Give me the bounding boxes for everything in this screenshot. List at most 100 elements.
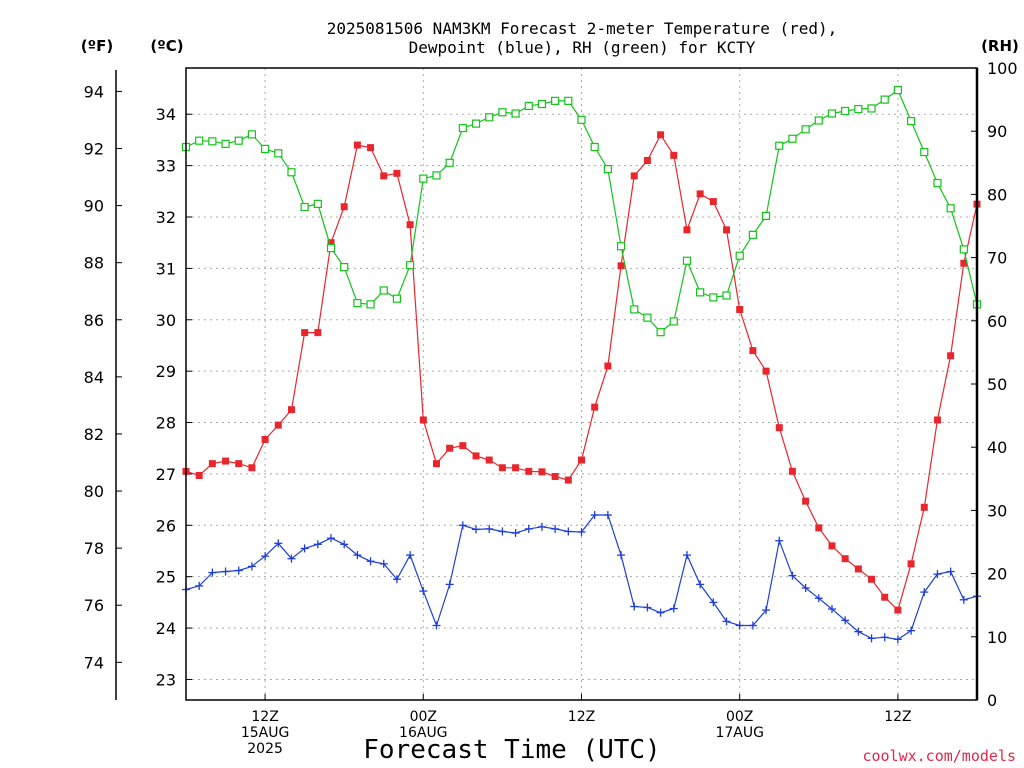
data-point xyxy=(669,317,678,326)
c-tick-label: 24 xyxy=(156,619,176,638)
data-point xyxy=(723,226,731,234)
data-point xyxy=(432,171,441,180)
data-point xyxy=(881,593,889,601)
data-point xyxy=(841,616,850,625)
data-point xyxy=(748,230,757,239)
data-point xyxy=(247,130,257,139)
data-point xyxy=(722,617,731,626)
data-point xyxy=(406,261,415,270)
x-tick-label: 00Z xyxy=(726,709,753,725)
data-point xyxy=(656,608,665,617)
data-point xyxy=(366,300,375,309)
data-point xyxy=(222,457,230,465)
c-tick-label: 26 xyxy=(156,516,176,535)
data-point xyxy=(472,452,480,460)
data-point xyxy=(630,305,639,314)
data-point xyxy=(511,109,520,118)
data-point xyxy=(300,202,309,212)
data-point xyxy=(458,123,467,133)
credit-link[interactable]: coolwx.com/models xyxy=(862,747,1016,765)
fahrenheit-unit-label: (ºF) xyxy=(81,37,113,55)
x-tick-label: 12Z xyxy=(568,709,595,725)
data-point xyxy=(551,472,559,480)
data-point xyxy=(472,525,481,534)
c-tick-label: 31 xyxy=(156,259,176,278)
f-tick-label: 90 xyxy=(84,197,104,216)
data-point xyxy=(880,633,889,642)
data-point xyxy=(221,567,230,576)
data-point xyxy=(630,602,639,611)
data-point xyxy=(564,476,572,484)
data-point xyxy=(815,524,823,532)
f-tick-label: 94 xyxy=(84,82,104,101)
x-tick-label: 16AUG xyxy=(399,725,448,741)
f-tick-label: 88 xyxy=(84,254,104,273)
data-point xyxy=(327,534,336,543)
data-point xyxy=(379,559,388,568)
data-point xyxy=(920,503,928,511)
c-tick-label: 23 xyxy=(156,670,176,689)
data-point xyxy=(827,605,836,614)
data-point xyxy=(340,203,348,211)
f-tick-label: 84 xyxy=(84,368,104,387)
data-point xyxy=(683,226,691,234)
data-point xyxy=(195,581,204,590)
data-point xyxy=(498,108,507,117)
data-point xyxy=(854,627,863,636)
c-tick-label: 34 xyxy=(156,105,176,124)
data-point xyxy=(880,95,889,104)
data-point xyxy=(419,416,427,424)
data-point xyxy=(749,347,757,355)
data-point xyxy=(696,580,705,589)
data-point xyxy=(735,621,744,630)
data-point xyxy=(801,583,810,592)
data-point xyxy=(709,598,718,607)
data-point xyxy=(485,524,494,533)
c-tick-label: 28 xyxy=(156,414,176,433)
data-point xyxy=(682,256,692,265)
data-point xyxy=(959,245,968,254)
f-tick-label: 76 xyxy=(84,596,104,615)
celsius-axis: 23 24 25 26 27 28 29 30 31 32 33 34 xyxy=(156,105,192,689)
data-point xyxy=(906,116,916,126)
data-series xyxy=(181,86,982,644)
data-point xyxy=(788,571,797,580)
data-point xyxy=(432,621,441,630)
data-point xyxy=(524,101,533,111)
data-point xyxy=(326,244,336,253)
chart-title-line2: Dewpoint (blue), RH (green) for KCTY xyxy=(409,38,756,57)
data-point xyxy=(933,416,941,424)
data-point xyxy=(248,464,256,472)
data-point xyxy=(406,551,415,560)
data-point xyxy=(801,125,810,134)
data-point xyxy=(419,174,428,183)
data-point xyxy=(512,464,520,472)
data-point xyxy=(854,565,862,573)
data-point xyxy=(537,522,546,531)
data-point xyxy=(827,109,837,118)
data-point xyxy=(854,104,863,114)
data-point xyxy=(682,551,691,560)
rh-tick-label: 40 xyxy=(987,438,1007,457)
rh-tick-label: 0 xyxy=(987,691,997,710)
data-point xyxy=(814,594,823,603)
data-point xyxy=(234,566,243,575)
x-tick-label: 15AUG xyxy=(241,725,290,741)
data-point xyxy=(841,106,850,116)
data-point xyxy=(643,156,651,164)
data-point xyxy=(498,464,506,472)
data-point xyxy=(907,560,915,568)
series-line xyxy=(185,89,978,334)
data-point xyxy=(947,352,955,360)
data-point xyxy=(867,104,876,113)
data-point xyxy=(867,634,876,643)
data-point xyxy=(617,551,626,560)
data-point xyxy=(578,456,585,464)
data-point xyxy=(208,137,217,146)
data-point xyxy=(643,603,652,612)
data-point xyxy=(392,294,402,303)
x-tick-label: 00Z xyxy=(410,709,437,725)
data-point xyxy=(669,604,678,613)
data-point xyxy=(195,136,204,145)
